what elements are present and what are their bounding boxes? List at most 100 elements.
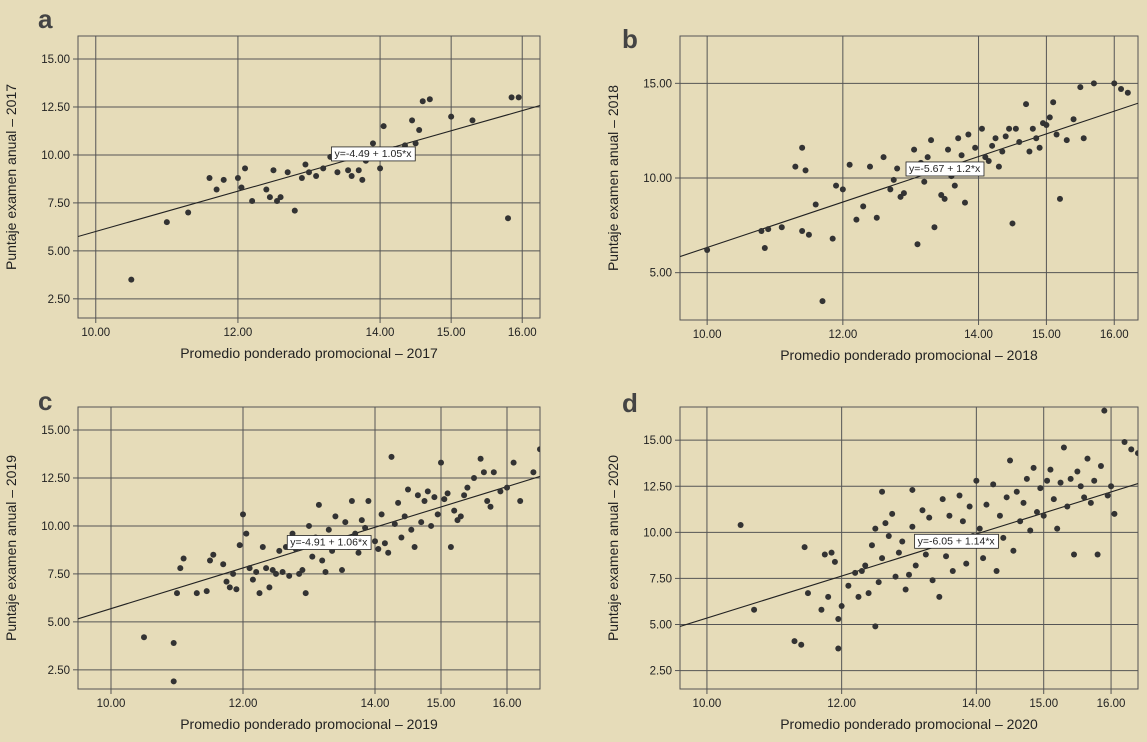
points <box>128 94 522 283</box>
data-point <box>1030 464 1037 471</box>
data-point <box>966 503 973 510</box>
data-point <box>365 498 372 504</box>
data-point <box>928 137 935 144</box>
panel-letter: a <box>38 4 53 34</box>
data-point <box>342 519 349 526</box>
data-point <box>973 477 980 484</box>
data-point <box>860 203 867 210</box>
data-point <box>983 501 990 508</box>
y-tick-label: 5.00 <box>650 619 672 631</box>
data-point <box>885 533 892 540</box>
data-point <box>1047 466 1054 473</box>
data-point <box>457 513 464 520</box>
data-point <box>128 276 135 283</box>
data-point <box>163 219 170 226</box>
data-point <box>240 511 246 518</box>
data-point <box>256 590 263 597</box>
data-point <box>332 513 339 520</box>
fit-equation: y=-4.91 + 1.06*x <box>286 535 372 550</box>
fit-equation: y=-6.05 + 1.14*x <box>914 533 999 549</box>
data-point <box>1142 50 1147 56</box>
x-tick-label: 16.00 <box>493 698 522 710</box>
data-point <box>408 526 415 533</box>
panel-letter: b <box>622 24 638 54</box>
data-point <box>1000 534 1007 541</box>
data-point <box>792 163 799 170</box>
x-tick-label: 16.00 <box>1097 698 1126 710</box>
data-point <box>853 216 860 223</box>
data-point <box>174 590 180 597</box>
data-point <box>291 207 298 214</box>
x-tick-label: 12.00 <box>224 327 253 339</box>
data-point <box>213 186 220 193</box>
data-point <box>1029 125 1036 132</box>
data-point <box>313 173 320 180</box>
x-tick-label: 15.00 <box>1032 329 1061 341</box>
data-point <box>246 565 253 572</box>
data-point <box>405 486 411 493</box>
data-point <box>956 492 963 499</box>
data-point <box>207 557 213 564</box>
data-point <box>234 174 241 181</box>
data-point <box>872 525 879 532</box>
data-point <box>530 469 537 476</box>
y-tick-label: 15.00 <box>41 54 70 66</box>
data-point <box>835 615 842 622</box>
data-point <box>865 590 872 597</box>
data-point <box>1138 78 1144 84</box>
data-point <box>1087 499 1094 506</box>
data-point <box>1128 446 1135 453</box>
data-point <box>226 584 233 591</box>
data-point <box>428 522 435 529</box>
data-point <box>508 94 515 101</box>
data-point <box>926 514 933 521</box>
data-point <box>829 235 836 242</box>
data-point <box>141 634 147 641</box>
panel-c: c 10.00 12.00 14.00 15.00 16.00 2.50 5.00 7.50 10… <box>3 386 541 732</box>
data-point <box>477 455 484 462</box>
data-point <box>203 588 210 595</box>
y-tick-label: 7.50 <box>650 573 672 585</box>
data-point <box>243 530 250 537</box>
data-point <box>894 165 901 172</box>
y-tick-label: 15.00 <box>643 78 672 90</box>
data-point <box>818 606 825 613</box>
data-point <box>302 590 309 597</box>
data-point <box>230 570 237 577</box>
data-point <box>206 174 213 181</box>
data-point <box>846 161 853 168</box>
y-tick-label: 2.50 <box>48 294 70 306</box>
y-axis-label: Puntaje examen anual – 2018 <box>605 85 621 271</box>
panel-letter: c <box>38 386 52 416</box>
data-point <box>1121 439 1128 446</box>
data-point <box>487 503 494 510</box>
data-point <box>1111 80 1118 87</box>
data-point <box>939 496 946 503</box>
data-point <box>1081 494 1088 501</box>
data-point <box>434 511 441 518</box>
y-tick-label: 2.50 <box>48 665 70 677</box>
data-point <box>1054 525 1061 532</box>
data-point <box>537 446 540 453</box>
data-point <box>828 549 835 556</box>
data-point <box>1020 499 1027 506</box>
data-point <box>941 195 948 202</box>
data-point <box>510 459 517 466</box>
data-point <box>497 488 504 495</box>
data-point <box>825 593 832 600</box>
data-point <box>995 163 1002 170</box>
data-point <box>1097 462 1104 469</box>
plot-frame <box>679 406 1139 690</box>
data-point <box>1016 139 1023 146</box>
data-point <box>802 167 809 174</box>
data-point <box>391 521 398 528</box>
x-axis-label: Promedio ponderado promocional – 2019 <box>180 716 438 732</box>
data-point <box>1057 479 1064 486</box>
x-tick-label: 12.00 <box>229 698 258 710</box>
data-point <box>249 197 256 204</box>
data-point <box>302 161 309 168</box>
data-point <box>1070 116 1077 123</box>
data-point <box>381 540 388 547</box>
data-point <box>946 512 953 519</box>
plot-frame <box>77 406 541 690</box>
